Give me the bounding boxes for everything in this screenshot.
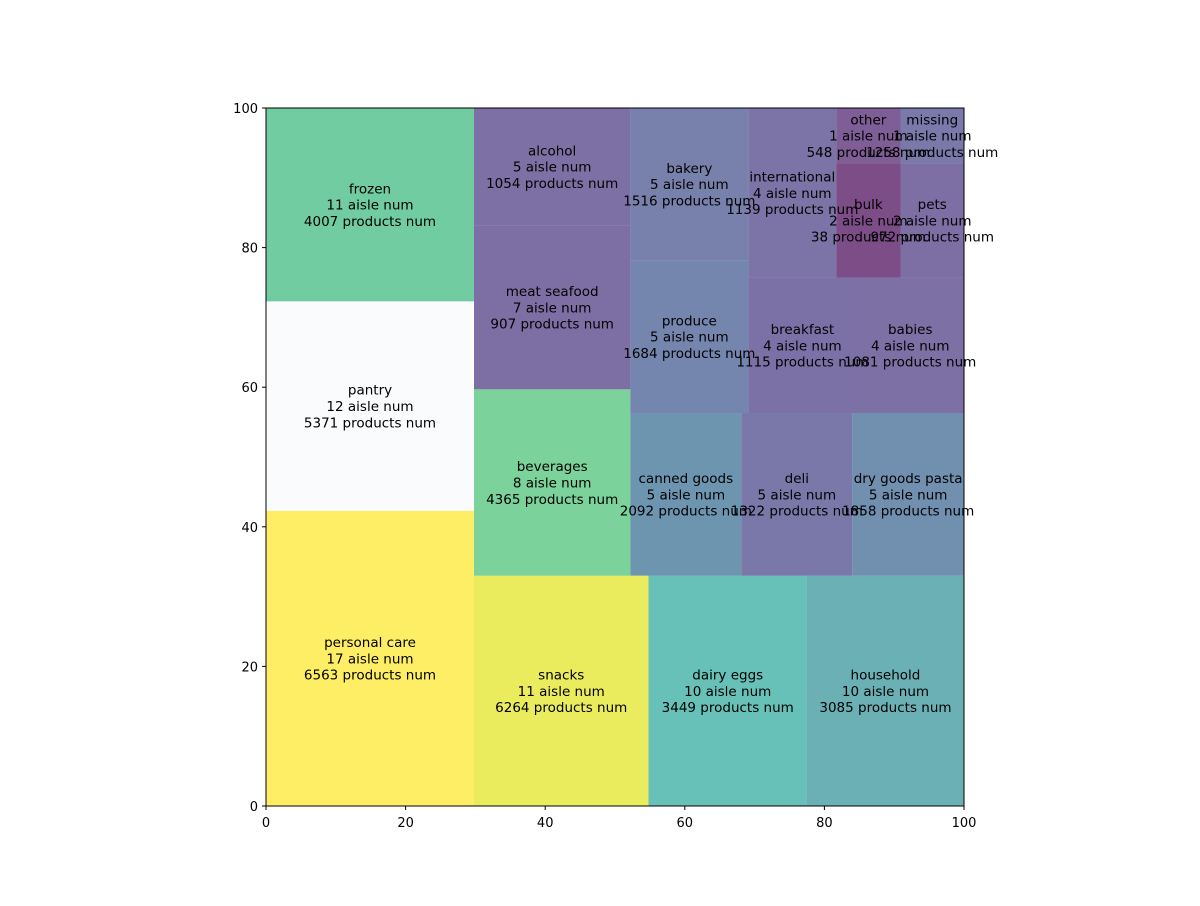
treemap-cell-snacks [474, 575, 649, 806]
x-tick-label: 20 [397, 816, 414, 831]
treemap-cell-alcohol [474, 108, 631, 226]
treemap-cell-frozen [266, 108, 475, 302]
y-tick-label: 80 [241, 242, 258, 257]
treemap-cell-dry-goods-pasta [852, 413, 964, 576]
cell-label-pantry: pantry 12 aisle num 5371 products num [304, 383, 436, 432]
cell-label-personal-care: personal care 17 aisle num 6563 products n… [304, 635, 436, 684]
treemap-cells [266, 108, 964, 806]
x-tick-label: 40 [537, 816, 554, 831]
x-tick-label: 0 [262, 816, 270, 831]
treemap-cell-breakfast [748, 277, 857, 414]
cell-label-deli: deli 5 aisle num 1322 products num [731, 471, 863, 520]
treemap-cell-other [836, 108, 901, 164]
treemap-cell-personal-care [266, 510, 475, 806]
treemap-cell-babies [856, 277, 964, 414]
treemap-cell-missing [900, 108, 964, 164]
x-axis: 0 20 40 60 80 100 [262, 806, 977, 831]
cell-label-babies: babies 4 aisle num 1081 products num [844, 322, 976, 371]
cell-label-dairy-eggs: dairy eggs 10 aisle num 3449 products num [662, 668, 794, 717]
x-tick-label: 100 [952, 816, 977, 831]
treemap-cell-bakery [630, 108, 749, 261]
y-tick-label: 40 [241, 521, 258, 536]
treemap-cell-international [748, 108, 837, 278]
treemap-cell-canned-goods [630, 413, 742, 576]
cell-label-international: international 4 aisle num 1139 products nu… [726, 170, 858, 219]
cell-label-dry-goods-pasta: dry goods pasta 5 aisle num 1858 products … [842, 471, 974, 520]
cell-label-meat-seafood: meat seafood 7 aisle num 907 products num [490, 284, 614, 333]
treemap-cell-beverages [474, 389, 631, 576]
treemap-cell-deli [741, 413, 853, 576]
cell-label-bakery: bakery 5 aisle num 1516 products num [623, 161, 755, 210]
treemap-cell-dairy-eggs [648, 575, 807, 806]
cell-label-frozen: frozen 11 aisle num 4007 products num [304, 181, 436, 230]
cell-label-alcohol: alcohol 5 aisle num 1054 products num [486, 143, 618, 192]
y-tick-label: 100 [233, 102, 258, 117]
treemap-cell-household [806, 575, 964, 806]
cell-label-household: household 10 aisle num 3085 products num [819, 668, 951, 717]
treemap-cell-bulk [836, 163, 901, 278]
cell-label-breakfast: breakfast 4 aisle num 1115 products num [736, 322, 868, 371]
cell-label-pets: pets 2 aisle num 972 products num [870, 197, 994, 246]
treemap-cell-meat-seafood [474, 225, 631, 390]
y-axis: 0 20 40 60 80 100 [233, 102, 266, 815]
treemap-labels: personal care 17 aisle num 6563 products n… [304, 112, 998, 716]
cell-label-other: other 1 aisle num 548 products num [807, 112, 931, 161]
plot-frame [265, 107, 965, 807]
cell-label-beverages: beverages 8 aisle num 4365 products num [486, 459, 618, 508]
cell-label-produce: produce 5 aisle num 1684 products num [623, 313, 755, 362]
cell-label-snacks: snacks 11 aisle num 6264 products num [495, 668, 627, 717]
y-tick-label: 0 [250, 800, 258, 815]
treemap-cell-pets [900, 163, 964, 278]
x-tick-label: 60 [677, 816, 694, 831]
x-tick-label: 80 [816, 816, 833, 831]
y-tick-label: 20 [241, 660, 258, 675]
cell-label-bulk: bulk 2 aisle num 38 products num [811, 197, 926, 246]
y-tick-label: 60 [241, 381, 258, 396]
treemap-cell-pantry [266, 301, 475, 511]
cell-label-missing: missing 1 aisle num 1258 products num [866, 112, 998, 161]
treemap-cell-produce [630, 260, 749, 414]
cell-label-canned-goods: canned goods 5 aisle num 2092 products num [620, 471, 752, 520]
